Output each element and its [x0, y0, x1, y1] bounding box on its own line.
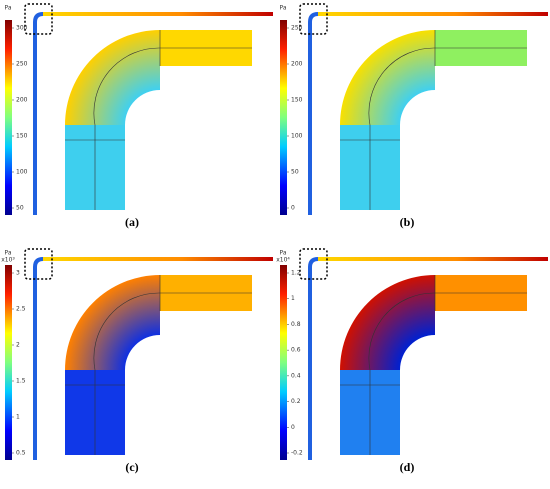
panel-label: (a) — [125, 215, 139, 229]
tick-label: 1.5 — [16, 378, 26, 385]
pipe-vertical — [33, 12, 44, 215]
tick-label: 0.6 — [291, 347, 301, 354]
bend — [65, 30, 160, 125]
unit-label: Pa — [279, 5, 286, 12]
pipe-horizontal — [43, 257, 273, 261]
zoom-box — [299, 248, 328, 280]
colorbar — [5, 20, 12, 215]
panel-label: (d) — [400, 460, 415, 474]
zoom-box — [24, 3, 53, 35]
pipe-horizontal — [318, 257, 548, 261]
tick-label: 0.2 — [291, 398, 301, 405]
pipe-horizontal — [43, 12, 273, 16]
tick-label: 150 — [16, 133, 28, 140]
panel-label: (b) — [400, 215, 415, 229]
tick-label: 100 — [16, 169, 28, 176]
tick-label: 0.8 — [291, 321, 301, 328]
scale-label: x10⁴ — [276, 257, 290, 264]
tick-label: 200 — [16, 97, 28, 104]
tick-label: 0 — [291, 205, 295, 212]
unit-label: Pa — [279, 250, 286, 257]
tick-label: 1.2 — [291, 270, 301, 277]
tick-label: 0.4 — [291, 372, 301, 379]
tick-label: 2 — [16, 342, 20, 349]
tick-label: 3 — [16, 270, 20, 277]
colorbar — [280, 20, 287, 215]
bend — [340, 30, 435, 125]
tick-label: 200 — [291, 61, 303, 68]
zoom-box — [24, 248, 53, 280]
pipe-vertical — [308, 257, 319, 460]
tick-label: 250 — [291, 25, 303, 32]
unit-label: Pa — [4, 5, 11, 12]
colorbar — [5, 265, 12, 460]
bend — [65, 275, 160, 370]
panel: Pa 250 200 150 100 50 0 (b) — [279, 3, 548, 229]
tick-label: 50 — [291, 169, 299, 176]
tick-label: 1 — [16, 414, 20, 421]
panel-label: (c) — [125, 460, 138, 474]
unit-label: Pa — [4, 250, 11, 257]
tick-label: 0 — [291, 424, 295, 431]
tick-label: 100 — [291, 133, 303, 140]
panel: Pa 300 250 200 150 100 50 (a) — [4, 3, 273, 229]
pipe-vertical — [308, 12, 319, 215]
centerline — [93, 292, 252, 455]
centerline — [93, 47, 252, 210]
tick-label: 50 — [16, 205, 24, 212]
zoom-box — [299, 3, 328, 35]
centerline — [368, 292, 527, 455]
centerline — [368, 47, 527, 210]
pipe-vertical — [33, 257, 44, 460]
tick-label: 150 — [291, 97, 303, 104]
scale-label: x10³ — [1, 257, 15, 264]
tick-label: -0.2 — [291, 450, 303, 457]
tick-label: 300 — [16, 25, 28, 32]
colorbar — [280, 265, 287, 460]
tick-label: 1 — [291, 295, 295, 302]
tick-label: 250 — [16, 61, 28, 68]
tick-label: 2.5 — [16, 306, 26, 313]
pipe-horizontal — [318, 12, 548, 16]
bend — [340, 275, 435, 370]
tick-label: 0.5 — [16, 450, 26, 457]
